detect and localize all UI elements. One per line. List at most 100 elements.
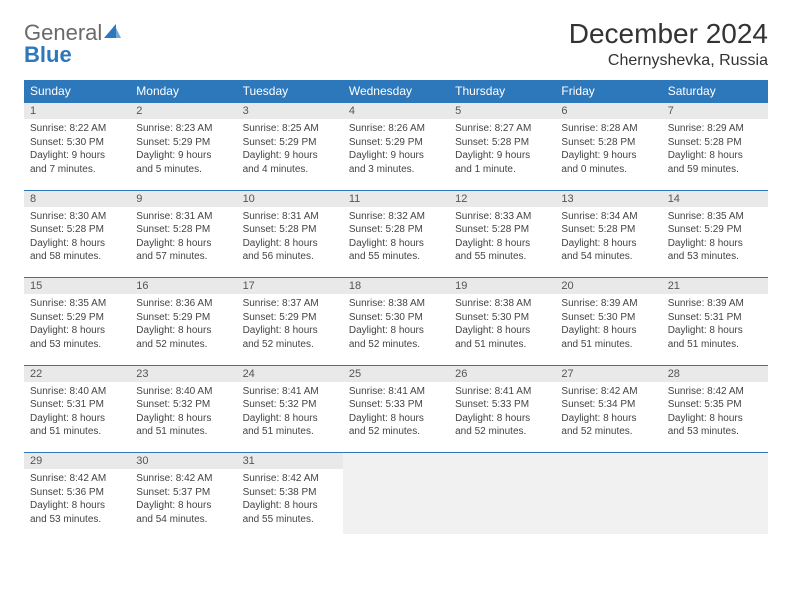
sunset-text: Sunset: 5:28 PM: [561, 136, 655, 150]
daylight-line1: Daylight: 9 hours: [349, 149, 443, 163]
dow-thursday: Thursday: [449, 80, 555, 103]
empty-cell: [449, 453, 555, 535]
location: Chernyshevka, Russia: [569, 52, 768, 70]
day-cell: 8Sunrise: 8:30 AMSunset: 5:28 PMDaylight…: [24, 190, 130, 272]
daylight-line1: Daylight: 8 hours: [561, 237, 655, 251]
sunrise-text: Sunrise: 8:42 AM: [30, 472, 124, 486]
sunrise-text: Sunrise: 8:39 AM: [561, 297, 655, 311]
dow-wednesday: Wednesday: [343, 80, 449, 103]
day-body: Sunrise: 8:38 AMSunset: 5:30 PMDaylight:…: [449, 294, 555, 359]
sunset-text: Sunset: 5:33 PM: [455, 398, 549, 412]
sunrise-text: Sunrise: 8:28 AM: [561, 122, 655, 136]
logo-sail-icon: [102, 22, 122, 44]
day-number: 30: [130, 453, 236, 469]
day-number: 23: [130, 366, 236, 382]
day-body: Sunrise: 8:41 AMSunset: 5:32 PMDaylight:…: [237, 382, 343, 447]
daylight-line1: Daylight: 8 hours: [349, 412, 443, 426]
daylight-line1: Daylight: 8 hours: [668, 237, 762, 251]
day-cell: 30Sunrise: 8:42 AMSunset: 5:37 PMDayligh…: [130, 453, 236, 535]
day-cell: 25Sunrise: 8:41 AMSunset: 5:33 PMDayligh…: [343, 365, 449, 447]
dow-sunday: Sunday: [24, 80, 130, 103]
daylight-line2: and 53 minutes.: [668, 425, 762, 439]
day-cell: 14Sunrise: 8:35 AMSunset: 5:29 PMDayligh…: [662, 190, 768, 272]
sunset-text: Sunset: 5:31 PM: [30, 398, 124, 412]
daylight-line2: and 53 minutes.: [30, 513, 124, 527]
sunrise-text: Sunrise: 8:39 AM: [668, 297, 762, 311]
day-cell: 21Sunrise: 8:39 AMSunset: 5:31 PMDayligh…: [662, 278, 768, 360]
day-body: Sunrise: 8:39 AMSunset: 5:30 PMDaylight:…: [555, 294, 661, 359]
daylight-line1: Daylight: 8 hours: [136, 237, 230, 251]
day-cell: 19Sunrise: 8:38 AMSunset: 5:30 PMDayligh…: [449, 278, 555, 360]
sunset-text: Sunset: 5:31 PM: [668, 311, 762, 325]
sunset-text: Sunset: 5:30 PM: [30, 136, 124, 150]
sunset-text: Sunset: 5:37 PM: [136, 486, 230, 500]
day-number: 18: [343, 278, 449, 294]
sunset-text: Sunset: 5:36 PM: [30, 486, 124, 500]
week-row: 29Sunrise: 8:42 AMSunset: 5:36 PMDayligh…: [24, 453, 768, 535]
day-body: Sunrise: 8:39 AMSunset: 5:31 PMDaylight:…: [662, 294, 768, 359]
day-body: Sunrise: 8:35 AMSunset: 5:29 PMDaylight:…: [662, 207, 768, 272]
daylight-line1: Daylight: 8 hours: [455, 237, 549, 251]
day-number: 7: [662, 103, 768, 119]
day-cell: 23Sunrise: 8:40 AMSunset: 5:32 PMDayligh…: [130, 365, 236, 447]
day-number: 24: [237, 366, 343, 382]
header: General Blue December 2024 Chernyshevka,…: [24, 18, 768, 70]
daylight-line2: and 56 minutes.: [243, 250, 337, 264]
sunrise-text: Sunrise: 8:42 AM: [668, 385, 762, 399]
day-body: Sunrise: 8:38 AMSunset: 5:30 PMDaylight:…: [343, 294, 449, 359]
day-cell: 13Sunrise: 8:34 AMSunset: 5:28 PMDayligh…: [555, 190, 661, 272]
daylight-line2: and 1 minute.: [455, 163, 549, 177]
day-cell: 18Sunrise: 8:38 AMSunset: 5:30 PMDayligh…: [343, 278, 449, 360]
day-body: Sunrise: 8:26 AMSunset: 5:29 PMDaylight:…: [343, 119, 449, 184]
sunset-text: Sunset: 5:29 PM: [243, 311, 337, 325]
calendar-table: SundayMondayTuesdayWednesdayThursdayFrid…: [24, 80, 768, 534]
daylight-line2: and 53 minutes.: [668, 250, 762, 264]
page-title: December 2024: [569, 18, 768, 50]
daylight-line1: Daylight: 8 hours: [243, 499, 337, 513]
sunrise-text: Sunrise: 8:23 AM: [136, 122, 230, 136]
sunrise-text: Sunrise: 8:41 AM: [455, 385, 549, 399]
daylight-line2: and 52 minutes.: [561, 425, 655, 439]
day-number: 11: [343, 191, 449, 207]
daylight-line2: and 51 minutes.: [455, 338, 549, 352]
day-number: 9: [130, 191, 236, 207]
title-block: December 2024 Chernyshevka, Russia: [569, 18, 768, 70]
daylight-line2: and 54 minutes.: [561, 250, 655, 264]
day-body: Sunrise: 8:40 AMSunset: 5:31 PMDaylight:…: [24, 382, 130, 447]
sunrise-text: Sunrise: 8:30 AM: [30, 210, 124, 224]
daylight-line2: and 51 minutes.: [668, 338, 762, 352]
day-number: 10: [237, 191, 343, 207]
daylight-line1: Daylight: 8 hours: [30, 237, 124, 251]
day-body: Sunrise: 8:31 AMSunset: 5:28 PMDaylight:…: [130, 207, 236, 272]
daylight-line2: and 59 minutes.: [668, 163, 762, 177]
day-number: 16: [130, 278, 236, 294]
day-number: 21: [662, 278, 768, 294]
daylight-line1: Daylight: 8 hours: [136, 412, 230, 426]
sunset-text: Sunset: 5:29 PM: [668, 223, 762, 237]
day-number: 17: [237, 278, 343, 294]
daylight-line1: Daylight: 8 hours: [668, 324, 762, 338]
daylight-line2: and 52 minutes.: [243, 338, 337, 352]
day-body: Sunrise: 8:29 AMSunset: 5:28 PMDaylight:…: [662, 119, 768, 184]
sunrise-text: Sunrise: 8:41 AM: [243, 385, 337, 399]
day-body: Sunrise: 8:33 AMSunset: 5:28 PMDaylight:…: [449, 207, 555, 272]
sunset-text: Sunset: 5:29 PM: [349, 136, 443, 150]
day-number: 12: [449, 191, 555, 207]
daylight-line2: and 3 minutes.: [349, 163, 443, 177]
sunrise-text: Sunrise: 8:41 AM: [349, 385, 443, 399]
day-body: Sunrise: 8:41 AMSunset: 5:33 PMDaylight:…: [449, 382, 555, 447]
calendar-body: 1Sunrise: 8:22 AMSunset: 5:30 PMDaylight…: [24, 103, 768, 535]
daylight-line2: and 54 minutes.: [136, 513, 230, 527]
day-number: 3: [237, 103, 343, 119]
daylight-line1: Daylight: 8 hours: [30, 324, 124, 338]
day-number: 6: [555, 103, 661, 119]
daylight-line2: and 51 minutes.: [561, 338, 655, 352]
day-body: Sunrise: 8:22 AMSunset: 5:30 PMDaylight:…: [24, 119, 130, 184]
sunrise-text: Sunrise: 8:37 AM: [243, 297, 337, 311]
daylight-line2: and 52 minutes.: [349, 338, 443, 352]
sunrise-text: Sunrise: 8:40 AM: [30, 385, 124, 399]
day-number: 1: [24, 103, 130, 119]
day-number: 14: [662, 191, 768, 207]
daylight-line1: Daylight: 8 hours: [243, 412, 337, 426]
daylight-line2: and 52 minutes.: [349, 425, 443, 439]
